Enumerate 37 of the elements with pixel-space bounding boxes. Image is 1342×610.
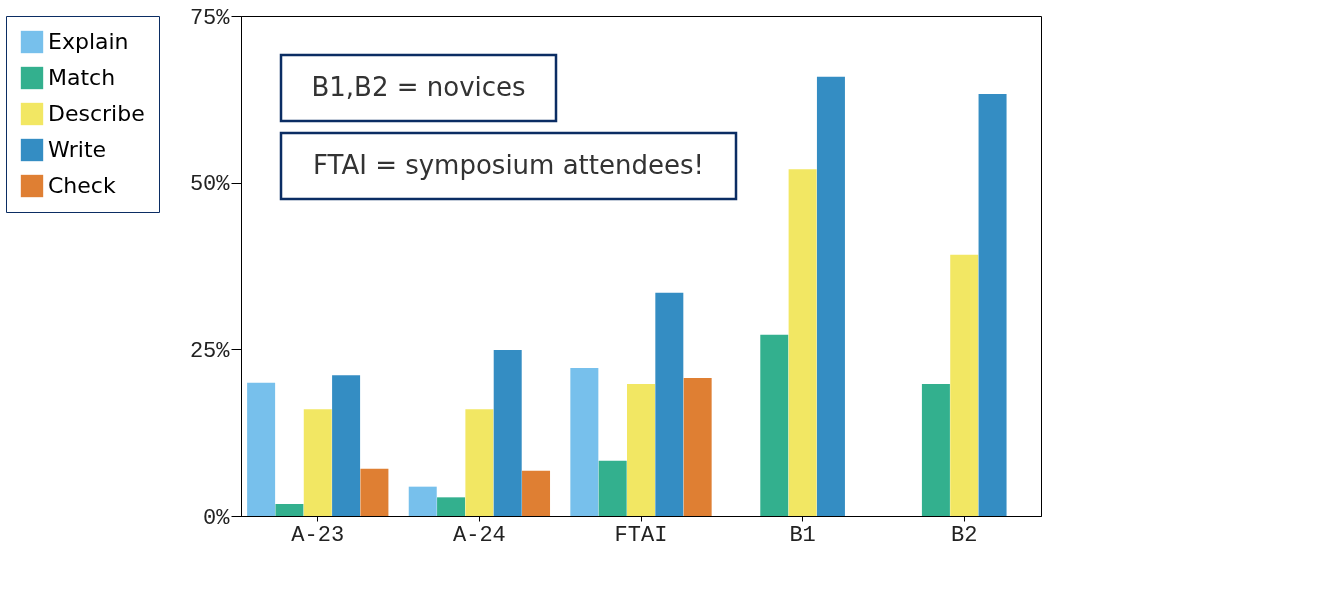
bar [978, 94, 1007, 516]
legend-label: Explain [48, 29, 129, 54]
bar [247, 382, 276, 516]
bar [360, 468, 389, 516]
legend-label: Describe [48, 101, 145, 126]
bar [332, 375, 361, 516]
bar [408, 486, 437, 516]
bar [816, 76, 845, 516]
bar [655, 292, 684, 516]
x-tick-label: A-24 [452, 522, 506, 548]
bar [788, 169, 817, 516]
y-tick-label: 75% [189, 5, 231, 31]
y-tick-label: 0% [203, 505, 231, 531]
bar [921, 384, 950, 516]
legend-label: Write [48, 137, 107, 162]
annotation: B1,B2 = novices [311, 72, 526, 102]
bar [627, 384, 655, 516]
x-tick-label: B1 [789, 522, 816, 548]
y-tick-label: 25% [189, 338, 231, 364]
bar [950, 254, 979, 516]
bar [275, 504, 304, 516]
x-tick-label: FTAI [614, 522, 668, 548]
bar [493, 350, 522, 516]
legend-label: Check [48, 173, 116, 198]
x-tick-label: B2 [951, 522, 978, 548]
bar [598, 460, 627, 516]
bar [465, 409, 494, 516]
x-tick-label: A-23 [291, 522, 345, 548]
bar [522, 470, 551, 516]
bar [437, 497, 466, 516]
y-tick-label: 50% [189, 172, 231, 198]
legend-label: Match [48, 65, 116, 90]
bar [760, 334, 789, 516]
bar [683, 378, 712, 516]
bar [303, 409, 332, 516]
bar [570, 368, 599, 516]
annotation: FTAI = symposium attendees! [313, 150, 704, 180]
